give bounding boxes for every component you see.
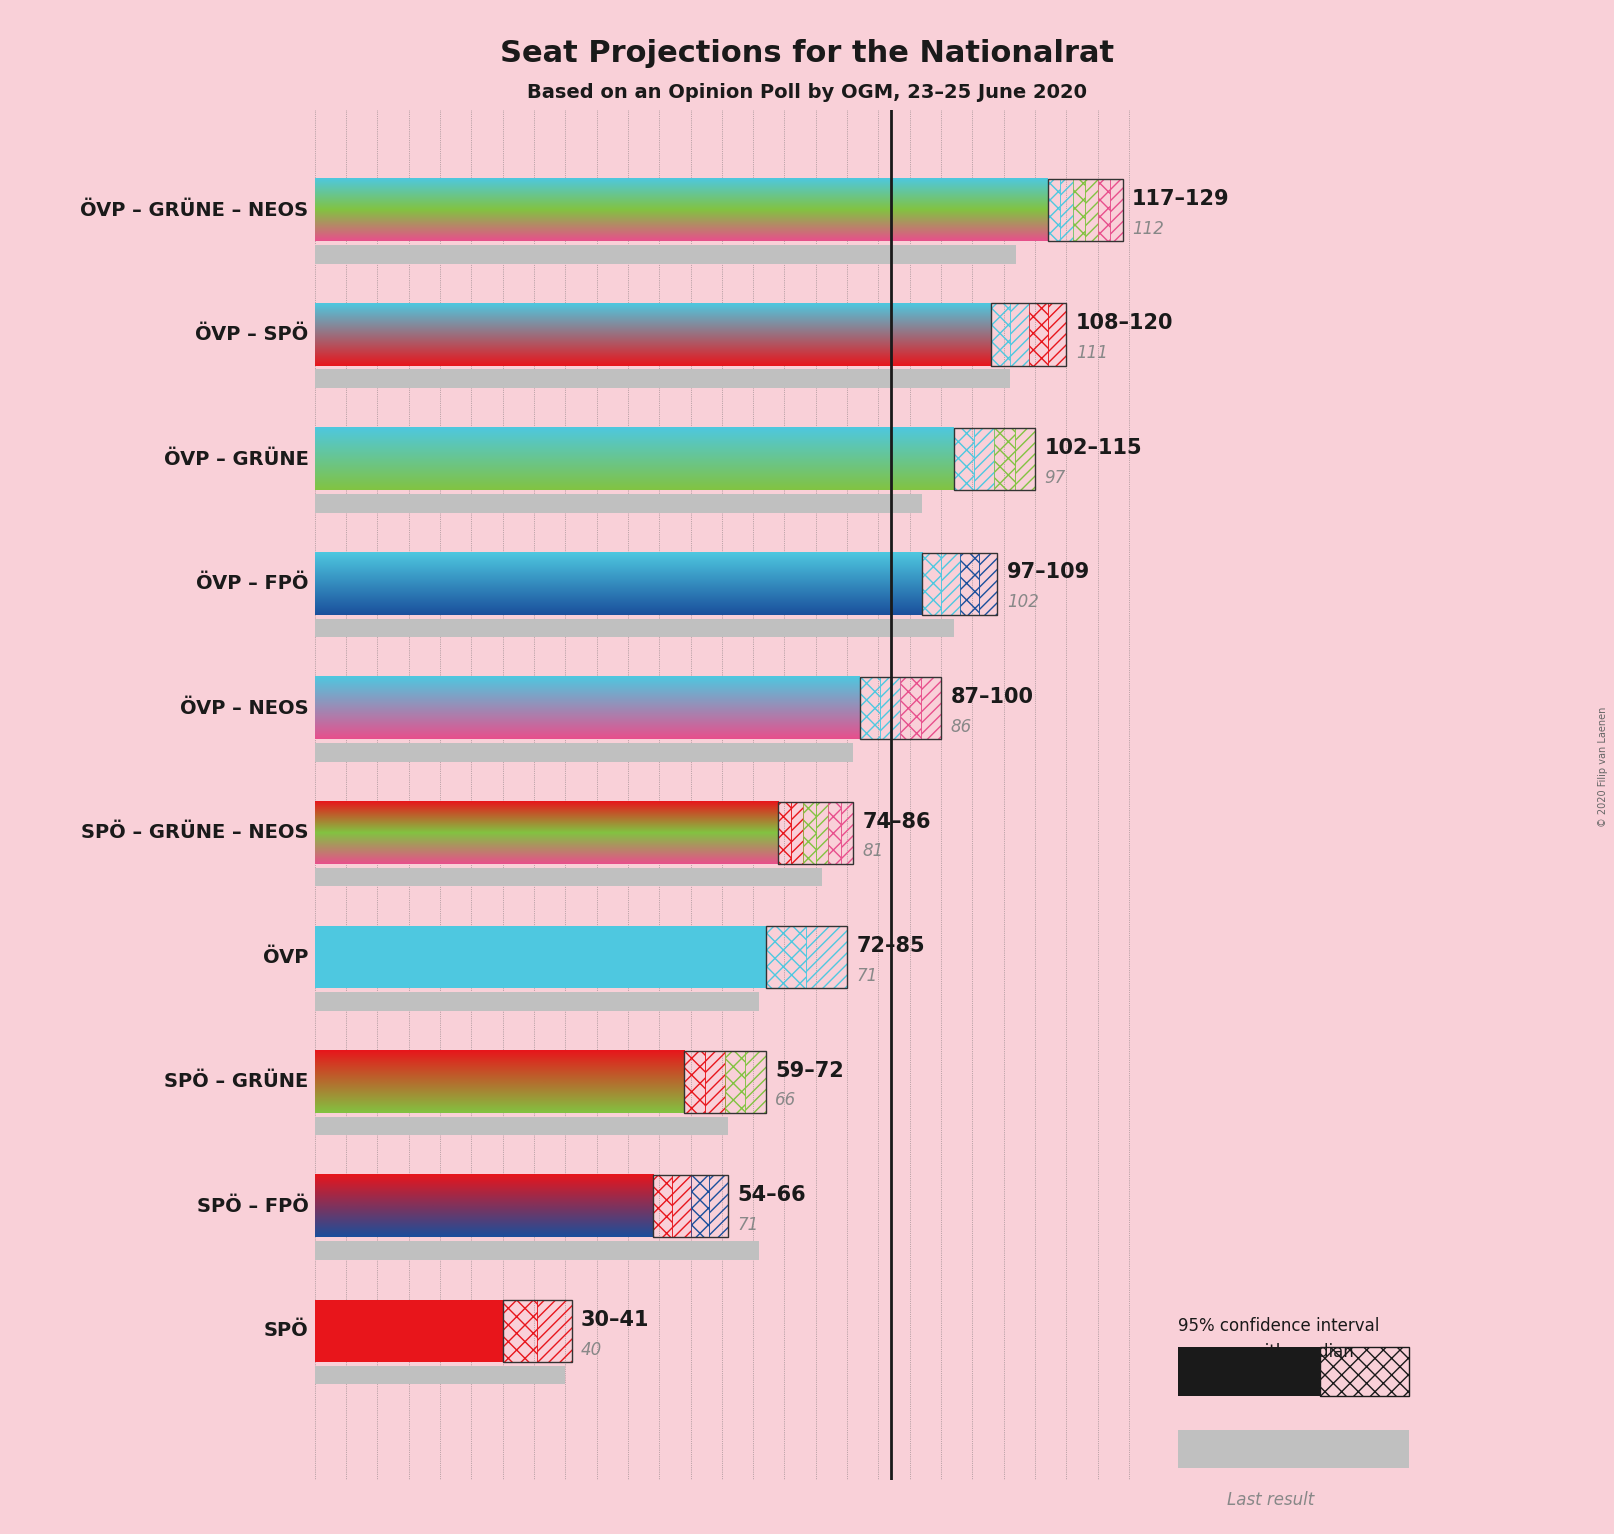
Bar (1047, 304, 1067, 365)
Text: SPÖ – GRÜNE: SPÖ – GRÜNE (165, 1072, 308, 1091)
Bar (1010, 304, 1028, 365)
Bar (315, 1117, 728, 1135)
Bar (1073, 179, 1085, 241)
Bar (994, 428, 1015, 491)
Bar (315, 1299, 502, 1362)
Bar (991, 304, 1067, 365)
Bar (654, 1175, 728, 1238)
Bar (978, 552, 997, 615)
Text: 117–129: 117–129 (1131, 189, 1230, 209)
Bar (315, 245, 1017, 264)
Bar (765, 927, 847, 988)
Text: 74–86: 74–86 (863, 811, 931, 831)
Bar (746, 1051, 765, 1114)
Bar (828, 802, 841, 864)
Bar (860, 676, 880, 739)
Bar (684, 1051, 705, 1114)
Bar (804, 802, 815, 864)
Bar (954, 428, 1035, 491)
Bar (1060, 179, 1073, 241)
Bar (778, 802, 791, 864)
Bar (807, 927, 847, 988)
Bar (1110, 179, 1123, 241)
Bar (841, 802, 854, 864)
Text: 30–41: 30–41 (581, 1310, 649, 1330)
Bar (315, 618, 954, 637)
Bar (725, 1051, 746, 1114)
Text: Based on an Opinion Poll by OGM, 23–25 June 2020: Based on an Opinion Poll by OGM, 23–25 J… (528, 83, 1086, 101)
Text: ÖVP: ÖVP (263, 948, 308, 966)
Bar (315, 494, 922, 512)
Bar (991, 304, 1010, 365)
Text: ÖVP – NEOS: ÖVP – NEOS (179, 698, 308, 718)
Text: 71: 71 (738, 1216, 759, 1233)
Bar (1047, 179, 1123, 241)
Bar (1015, 428, 1035, 491)
Bar (315, 1241, 760, 1259)
Bar (880, 676, 901, 739)
Text: 87–100: 87–100 (951, 687, 1033, 707)
Bar (973, 428, 994, 491)
Bar (901, 676, 920, 739)
Bar (941, 552, 960, 615)
Bar (315, 992, 760, 1011)
Text: © 2020 Filip van Laenen: © 2020 Filip van Laenen (1598, 707, 1608, 827)
Text: 40: 40 (581, 1341, 602, 1359)
Bar (537, 1299, 571, 1362)
Text: SPÖ – FPÖ: SPÖ – FPÖ (197, 1197, 308, 1216)
Bar (860, 676, 941, 739)
Bar (709, 1175, 728, 1238)
Text: ÖVP – SPÖ: ÖVP – SPÖ (195, 325, 308, 344)
Bar (791, 802, 804, 864)
Bar (1047, 179, 1060, 241)
Bar (1028, 304, 1047, 365)
Bar (954, 428, 973, 491)
Text: 54–66: 54–66 (738, 1186, 805, 1206)
Text: 97: 97 (1044, 469, 1065, 486)
Text: 66: 66 (775, 1092, 796, 1109)
Text: ÖVP – GRÜNE: ÖVP – GRÜNE (163, 449, 308, 469)
Bar (502, 1299, 537, 1362)
Bar (315, 742, 854, 762)
Text: 95% confidence interval: 95% confidence interval (1178, 1316, 1380, 1335)
Text: 97–109: 97–109 (1007, 563, 1089, 583)
Bar (315, 1365, 565, 1384)
Bar (684, 1051, 765, 1114)
Text: 111: 111 (1075, 344, 1107, 362)
Text: 112: 112 (1131, 219, 1164, 238)
Text: 102–115: 102–115 (1044, 437, 1143, 459)
Text: ÖVP – GRÜNE – NEOS: ÖVP – GRÜNE – NEOS (81, 201, 308, 219)
Text: 86: 86 (951, 718, 972, 736)
Text: with median: with median (1251, 1342, 1354, 1361)
Bar (315, 927, 765, 988)
Bar (1098, 179, 1110, 241)
Text: 59–72: 59–72 (775, 1060, 844, 1080)
Bar (691, 1175, 709, 1238)
Bar (654, 1175, 671, 1238)
Bar (778, 802, 854, 864)
Bar (705, 1051, 725, 1114)
Bar (315, 370, 1010, 388)
Text: 108–120: 108–120 (1075, 313, 1173, 333)
Bar (671, 1175, 691, 1238)
Bar (922, 552, 941, 615)
Bar (502, 1299, 571, 1362)
Text: 72–85: 72–85 (857, 936, 925, 956)
Bar (815, 802, 828, 864)
Bar (920, 676, 941, 739)
Text: SPÖ: SPÖ (263, 1321, 308, 1341)
Bar (960, 552, 978, 615)
Text: Last result: Last result (1227, 1491, 1314, 1509)
Bar (922, 552, 997, 615)
Bar (765, 927, 807, 988)
Text: 81: 81 (863, 842, 884, 861)
Text: Seat Projections for the Nationalrat: Seat Projections for the Nationalrat (500, 40, 1114, 67)
Text: 71: 71 (857, 966, 878, 985)
Text: 102: 102 (1007, 594, 1039, 612)
Bar (315, 868, 822, 887)
Bar (1085, 179, 1098, 241)
Text: SPÖ – GRÜNE – NEOS: SPÖ – GRÜNE – NEOS (81, 824, 308, 842)
Text: ÖVP – FPÖ: ÖVP – FPÖ (195, 574, 308, 594)
